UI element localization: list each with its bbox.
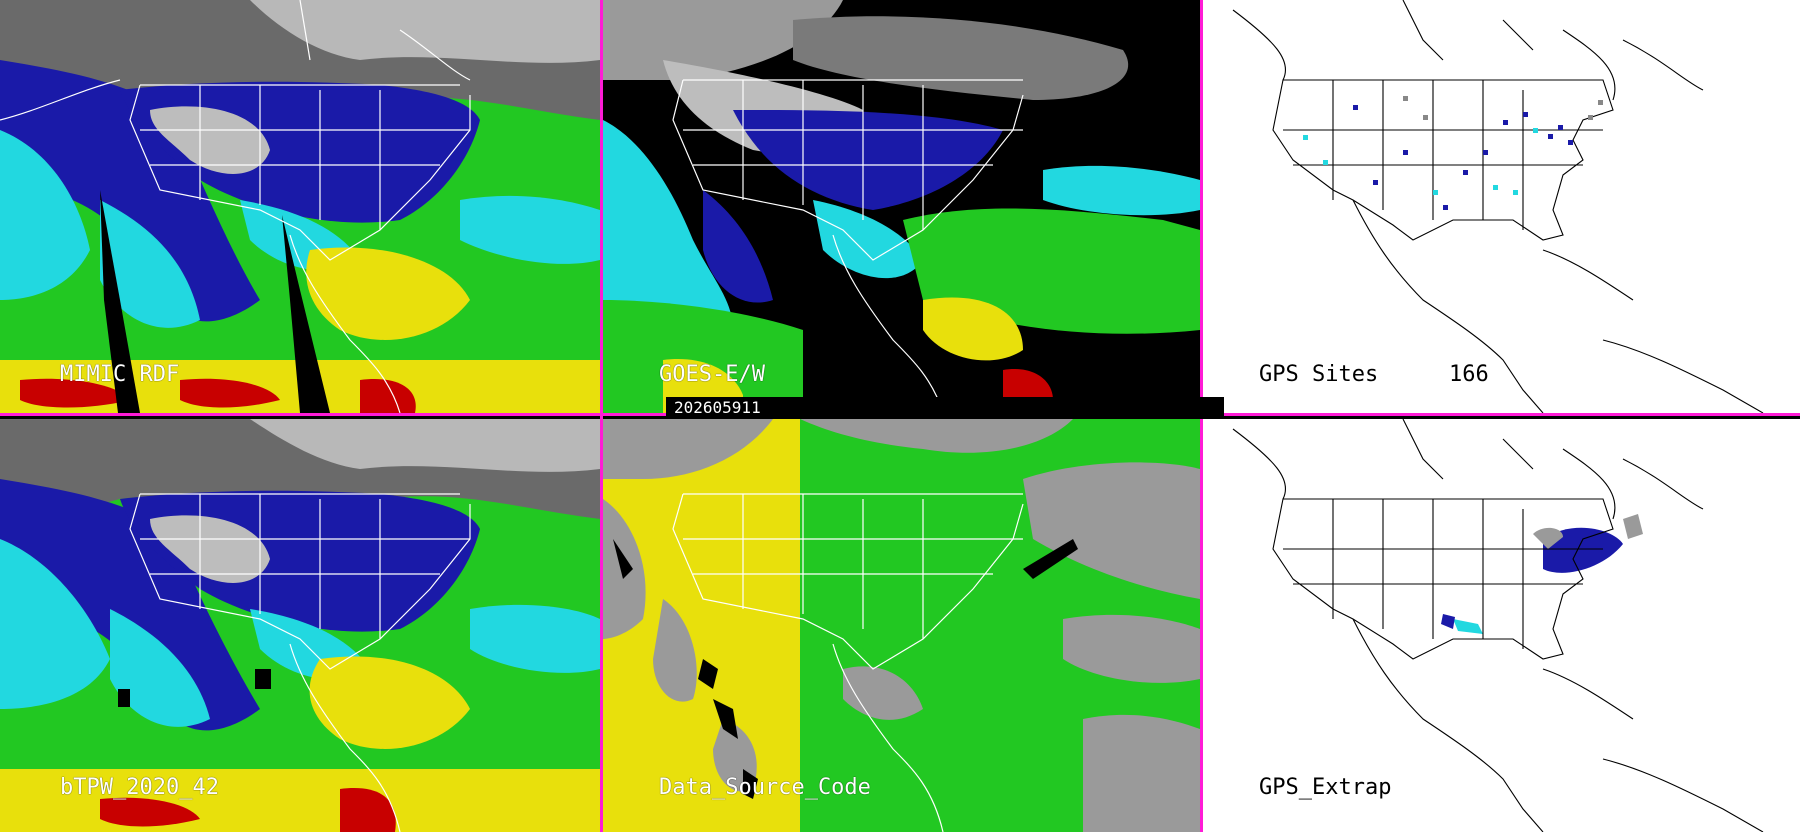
panel-gps-sites: GPS Sites 166 — [1203, 0, 1800, 413]
vertical-divider-left — [600, 0, 603, 832]
gps-site-markers — [1303, 96, 1603, 210]
mimic-rdf-map — [0, 0, 600, 413]
panel-label: GOES-E/W — [659, 362, 765, 387]
panel-goes-ew: GOES-E/W — [603, 0, 1200, 413]
panel-label: GPS Sites — [1259, 362, 1379, 387]
timestamp-label: 202605911 — [666, 397, 1224, 419]
panel-label: Data_Source_Code — [659, 775, 871, 800]
panel-mimic-rdf: MIMIC RDF — [0, 0, 600, 413]
panel-btpw: bTPW_2020_42 — [0, 419, 600, 832]
gps-sites-map — [1203, 0, 1800, 413]
data-source-code-map — [603, 419, 1200, 832]
gps-extrap-map — [1203, 419, 1800, 832]
panel-data-source-code: Data_Source_Code — [603, 419, 1200, 832]
gps-site-count: 166 — [1449, 362, 1489, 387]
panel-label: bTPW_2020_42 — [60, 775, 219, 800]
panel-label: GPS_Extrap — [1259, 775, 1392, 800]
panel-gps-extrap: GPS_Extrap — [1203, 419, 1800, 832]
goes-ew-map — [603, 0, 1200, 413]
btpw-map — [0, 419, 600, 832]
panel-label: MIMIC RDF — [60, 362, 180, 387]
